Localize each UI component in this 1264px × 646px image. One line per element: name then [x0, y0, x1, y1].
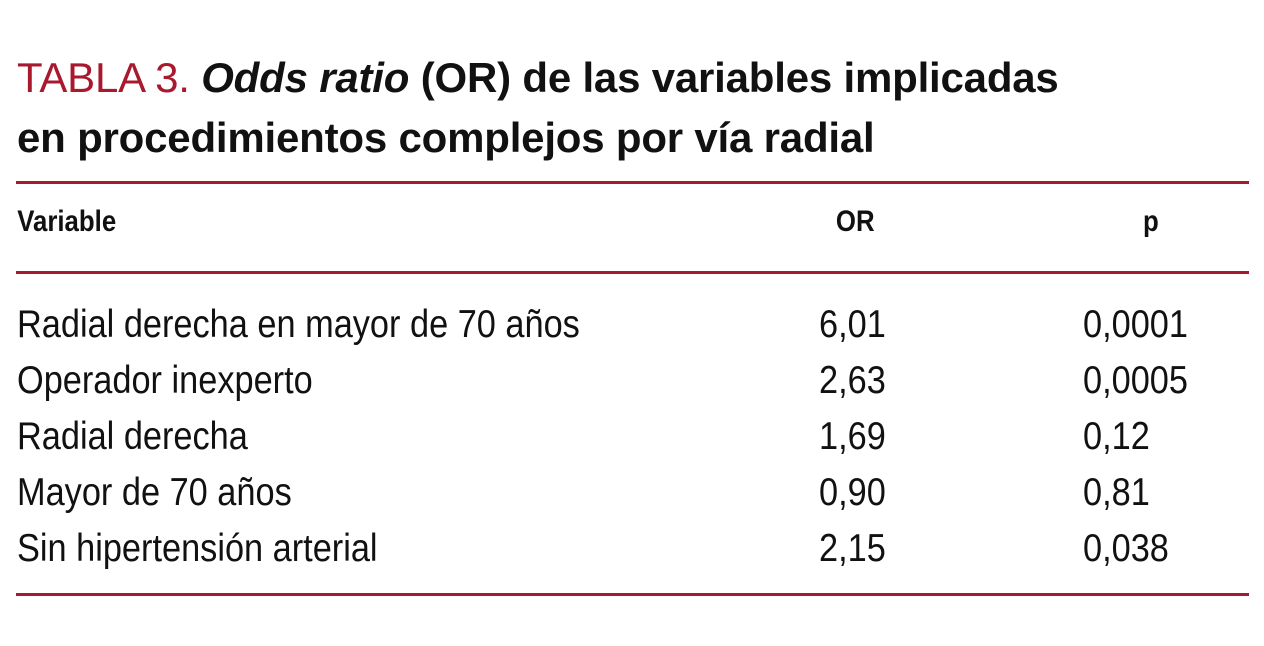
header-variable: Variable — [17, 205, 117, 238]
top-rule — [16, 181, 1249, 184]
cell-variable: Mayor de 70 años — [17, 471, 292, 514]
cell-variable: Sin hipertensión arterial — [17, 527, 378, 570]
cell-variable: Radial derecha — [17, 415, 248, 458]
table-row: Mayor de 70 años 0,90 0,81 — [0, 465, 1264, 521]
title-line1-rest: (OR) de las variables implicadas — [420, 54, 1059, 101]
header-or: OR — [835, 205, 875, 238]
table-row: Radial derecha 1,69 0,12 — [0, 409, 1264, 465]
cell-or: 6,01 — [819, 303, 886, 346]
header-p: p — [1142, 205, 1159, 238]
title-italic-term: Odds ratio — [201, 54, 410, 101]
table-header-row: Variable OR p — [0, 205, 1159, 255]
table-title: TABLA 3. Odds ratio (OR) de las variable… — [17, 48, 1252, 168]
table-label: TABLA 3. — [17, 54, 190, 101]
cell-p: 0,12 — [1083, 415, 1150, 458]
table-row: Radial derecha en mayor de 70 años 6,01 … — [0, 297, 1264, 353]
table-body: Radial derecha en mayor de 70 años 6,01 … — [0, 297, 1264, 577]
cell-or: 1,69 — [819, 415, 886, 458]
cell-p: 0,0005 — [1083, 359, 1188, 402]
table-row: Operador inexperto 2,63 0,0005 — [0, 353, 1264, 409]
cell-or: 0,90 — [819, 471, 886, 514]
title-line2: en procedimientos complejos por vía radi… — [17, 114, 875, 161]
bottom-rule — [16, 593, 1249, 596]
cell-p: 0,0001 — [1083, 303, 1188, 346]
cell-variable: Operador inexperto — [17, 359, 313, 402]
cell-variable: Radial derecha en mayor de 70 años — [17, 303, 580, 346]
header-rule — [16, 271, 1249, 274]
cell-p: 0,038 — [1083, 527, 1169, 570]
cell-p: 0,81 — [1083, 471, 1150, 514]
cell-or: 2,15 — [819, 527, 886, 570]
table-row: Sin hipertensión arterial 2,15 0,038 — [0, 521, 1264, 577]
cell-or: 2,63 — [819, 359, 886, 402]
